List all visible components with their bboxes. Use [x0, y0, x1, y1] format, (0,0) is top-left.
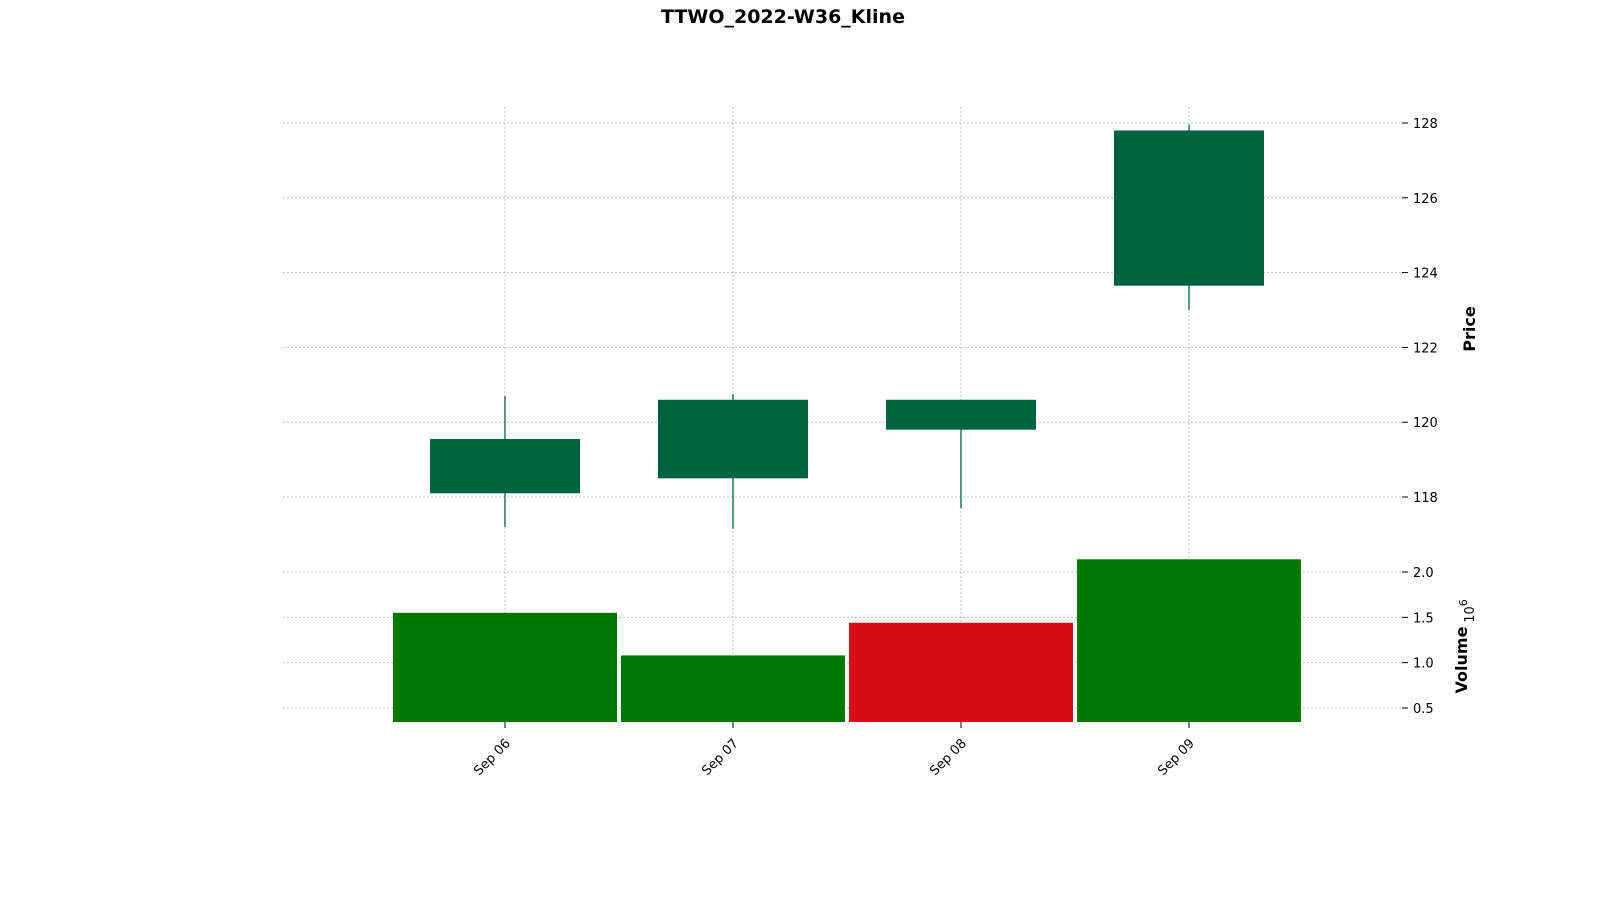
volume-panel	[393, 559, 1301, 722]
volume-tick-label: 0.5	[1413, 702, 1434, 717]
x-tick-label: Sep 07	[699, 736, 742, 779]
volume-tick-label: 2.0	[1413, 566, 1434, 581]
volume-offset-base: 10	[1463, 606, 1478, 623]
volume-offset-exponent: 6	[1457, 599, 1470, 606]
volume-axis-label: Volume	[1452, 626, 1471, 693]
x-tick-label: Sep 06	[471, 736, 514, 779]
chart-title: TTWO_2022-W36_Kline	[661, 6, 905, 28]
price-tick-label: 128	[1413, 117, 1438, 132]
volume-bar	[393, 612, 617, 722]
candle-body	[886, 399, 1036, 430]
price-tick-label: 120	[1413, 416, 1438, 431]
candle-body	[1114, 130, 1264, 286]
price-tick-label: 126	[1413, 192, 1438, 207]
price-tick-label: 118	[1413, 491, 1438, 506]
price-tick-label: 122	[1413, 341, 1438, 356]
x-tick-label: Sep 09	[1155, 736, 1198, 779]
volume-offset-label: 106	[1457, 599, 1478, 623]
candle-body	[658, 399, 808, 479]
price-tick-label: 124	[1413, 267, 1438, 282]
volume-bar	[621, 655, 845, 722]
price-panel	[430, 124, 1264, 529]
volume-tick-label: 1.0	[1413, 657, 1434, 672]
volume-tick-label: 1.5	[1413, 611, 1434, 626]
x-tick-label: Sep 08	[927, 736, 970, 779]
volume-bar	[1077, 559, 1301, 722]
candle-body	[430, 439, 580, 494]
price-axis-label: Price	[1460, 306, 1479, 352]
volume-bar	[849, 622, 1073, 722]
